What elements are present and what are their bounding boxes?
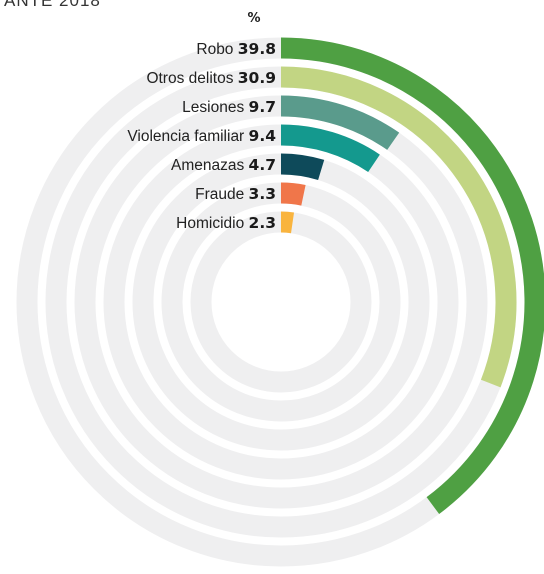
value-label: 2.3 — [249, 214, 276, 232]
chart-title-fragment: ANTE 2018 — [4, 0, 101, 10]
bar-violencia-familiar — [280, 124, 380, 173]
category-label: Lesiones — [182, 99, 248, 116]
bar-lesiones — [280, 95, 400, 150]
category-label: Robo — [196, 41, 237, 58]
label-fraude: Fraude 3.3 — [195, 185, 276, 203]
label-otros-delitos: Otros delitos 30.9 — [146, 69, 276, 87]
label-violencia-familiar: Violencia familiar 9.4 — [127, 127, 276, 145]
track-amenazas — [132, 153, 430, 451]
label-amenazas: Amenazas 4.7 — [171, 156, 276, 174]
bar-fraude — [280, 182, 306, 206]
value-label: 3.3 — [249, 185, 276, 203]
label-robo: Robo 39.8 — [196, 40, 276, 58]
bar-robo — [280, 37, 544, 515]
bar-amenazas — [280, 153, 325, 181]
value-label: 9.4 — [249, 127, 277, 145]
category-label: Otros delitos — [146, 70, 237, 87]
track-homicidio — [190, 211, 372, 393]
category-label: Violencia familiar — [127, 128, 248, 145]
value-label: 30.9 — [238, 69, 276, 87]
label-homicidio: Homicidio 2.3 — [176, 214, 276, 232]
value-label: 4.7 — [249, 156, 276, 174]
value-label: 9.7 — [249, 98, 276, 116]
label-lesiones: Lesiones 9.7 — [182, 98, 276, 116]
value-label: 39.8 — [238, 40, 276, 58]
ring-bars — [280, 37, 544, 515]
category-label: Fraude — [195, 186, 248, 203]
bar-otros-delitos — [280, 66, 517, 388]
category-label: Homicidio — [176, 215, 248, 232]
bar-homicidio — [280, 211, 295, 234]
unit-label: % — [247, 11, 260, 26]
category-label: Amenazas — [171, 157, 249, 174]
